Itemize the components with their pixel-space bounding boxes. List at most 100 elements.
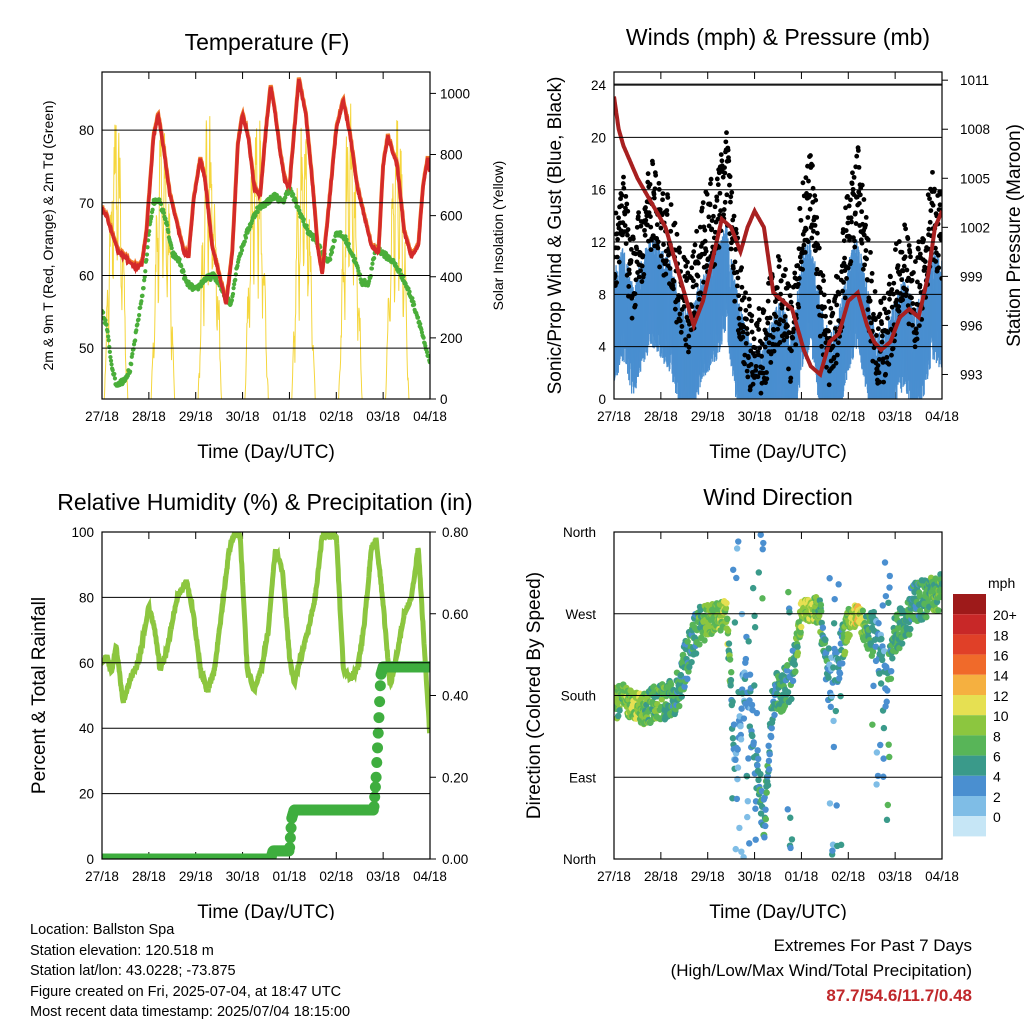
gust-point (744, 316, 749, 322)
gust-point (783, 267, 788, 272)
dewpoint-point (372, 256, 377, 261)
gust-point (721, 212, 726, 218)
gust-point (626, 267, 632, 273)
gust-point (737, 306, 743, 312)
direction-point (684, 675, 691, 683)
gust-point (845, 220, 851, 226)
gust-point (693, 282, 699, 288)
gust-point (648, 224, 654, 230)
direction-point (869, 648, 877, 655)
gust-point (831, 363, 836, 369)
gust-point (695, 273, 701, 279)
direction-point (740, 715, 748, 722)
gust-point (772, 299, 778, 305)
gust-point (714, 197, 720, 203)
dewpoint-point (163, 216, 168, 221)
direction-point (736, 824, 743, 832)
direction-point (729, 735, 737, 742)
direction-point (749, 732, 756, 740)
gust-point (851, 174, 857, 180)
direction-point (726, 656, 734, 663)
gust-point (915, 279, 920, 285)
direction-point (886, 753, 893, 761)
x-tick-label: 04/18 (925, 869, 959, 884)
gust-point (671, 278, 677, 284)
dewpoint-point (106, 338, 111, 343)
gust-point (820, 273, 826, 278)
gust-point (790, 335, 796, 341)
dewpoint-point (142, 274, 147, 280)
direction-point (734, 746, 741, 753)
gust-point (656, 180, 662, 186)
gust-point (823, 313, 828, 319)
gust-point (777, 340, 783, 345)
gust-point (885, 315, 890, 321)
direction-point (873, 749, 881, 756)
dewpoint-point (143, 269, 148, 274)
dewpoint-point (368, 274, 373, 279)
dewpoint-point (423, 343, 428, 348)
gust-point (732, 259, 738, 265)
gust-point (876, 357, 882, 362)
gust-point (641, 271, 647, 277)
gust-point (897, 271, 903, 277)
x-tick-label: 27/18 (85, 409, 119, 424)
x-tick-label: 04/18 (413, 409, 447, 424)
x-tick-label: 27/18 (597, 869, 631, 884)
gust-point (809, 235, 815, 241)
direction-point (846, 631, 853, 639)
direction-point (725, 640, 733, 647)
direction-point (818, 608, 825, 615)
gust-point (826, 382, 832, 388)
x-axis-label: Time (Day/UTC) (197, 902, 335, 920)
gust-point (908, 254, 913, 260)
direction-point (879, 602, 886, 609)
direction-point (827, 703, 834, 711)
direction-point (886, 584, 893, 591)
gust-point (668, 202, 674, 208)
direction-point (765, 766, 773, 773)
gust-point (808, 153, 813, 158)
gust-point (930, 202, 936, 208)
direction-point (730, 566, 737, 573)
gust-point (749, 318, 754, 324)
gust-point (709, 226, 715, 232)
y2-tick-label: 993 (960, 367, 983, 382)
gust-point (735, 275, 741, 281)
dewpoint-point (366, 279, 372, 284)
y-tick-label: 60 (79, 656, 94, 671)
direction-point (788, 836, 796, 843)
gust-point (796, 304, 802, 310)
direction-point (732, 845, 739, 853)
gust-point (708, 181, 713, 187)
direction-point (751, 682, 758, 689)
y2-tick-label: 1000 (440, 86, 470, 101)
gust-point (714, 176, 720, 182)
gust-point (677, 249, 682, 255)
gust-point (739, 265, 744, 271)
dewpoint-point (150, 207, 155, 212)
dewpoint-point (346, 241, 351, 247)
precip-point (372, 727, 384, 739)
direction-point (884, 801, 892, 809)
gust-point (821, 278, 826, 284)
dewpoint-point (343, 234, 348, 239)
dewpoint-point (229, 298, 234, 303)
dewpoint-point (338, 230, 343, 235)
direction-point (825, 645, 832, 652)
dewpoint-point (177, 257, 182, 262)
gust-point (635, 214, 641, 220)
gust-point (681, 304, 687, 309)
direction-point (724, 615, 731, 623)
gust-point (731, 213, 737, 219)
gust-point (749, 313, 755, 319)
direction-point (692, 650, 700, 657)
x-tick-label: 30/18 (226, 409, 260, 424)
gust-point (689, 304, 695, 309)
gust-point (827, 320, 833, 325)
direction-point (822, 636, 829, 644)
gust-point (905, 236, 911, 242)
gust-point (655, 245, 661, 251)
gust-point (787, 330, 792, 336)
x-axis-label: Time (Day/UTC) (709, 902, 847, 920)
